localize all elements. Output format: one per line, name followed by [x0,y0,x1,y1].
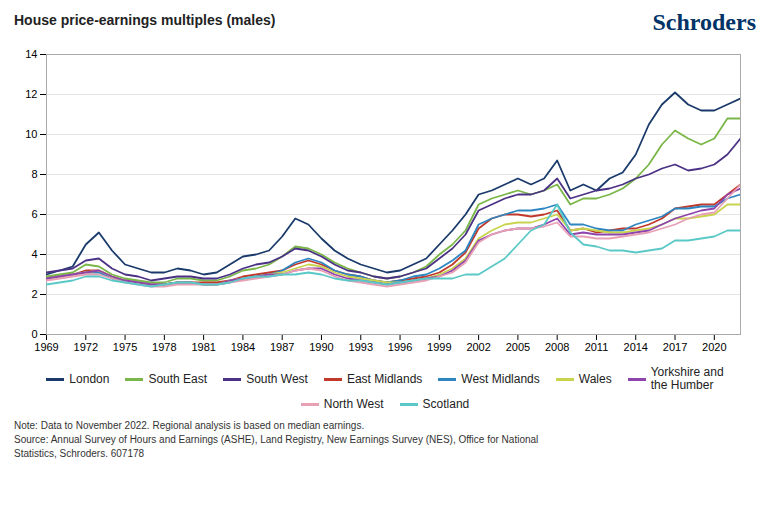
html-text:South West: South West [246,371,308,386]
svg-text:1972: 1972 [74,341,98,353]
svg-text:1996: 1996 [388,341,412,353]
svg-text:1969: 1969 [34,341,58,353]
svg-text:1990: 1990 [309,341,333,353]
html-text:West Midlands: West Midlands [461,371,540,386]
svg-text:14: 14 [25,48,37,60]
svg-text:1999: 1999 [427,341,451,353]
svg-text:1987: 1987 [270,341,294,353]
svg-text:1975: 1975 [113,341,137,353]
html-text:Yorkshire and the Humber: Yorkshire and the Humber [650,365,724,392]
svg-text:2011: 2011 [585,341,609,353]
svg-text:12: 12 [25,88,37,100]
svg-text:2014: 2014 [624,341,648,353]
svg-text:1993: 1993 [349,341,373,353]
svg-text:1981: 1981 [191,341,215,353]
html-text:Wales: Wales [578,371,612,386]
svg-text:4: 4 [31,248,37,260]
html-text:Schroders: Schroders [652,9,756,35]
html-text:London: London [69,371,110,386]
svg-text:8: 8 [31,168,37,180]
svg-text:6: 6 [31,208,37,220]
html-text:House price-earnings multiples: House price-earnings multiples (males) [14,12,276,28]
svg-text:2: 2 [31,288,37,300]
svg-text:1978: 1978 [152,341,176,353]
svg-text:2020: 2020 [702,341,726,353]
html-text:South East: South East [148,371,208,386]
svg-text:10: 10 [25,128,37,140]
svg-text:2008: 2008 [545,341,569,353]
svg-text:2005: 2005 [506,341,530,353]
svg-text:0: 0 [31,328,37,340]
html-text:Scotland: Scotland [422,397,470,411]
html-text:North West: North West [323,397,384,411]
svg-text:2017: 2017 [663,341,687,353]
html-text:East Midlands: East Midlands [346,371,423,386]
svg-text:1984: 1984 [231,341,255,353]
html-text:Note: Data to November 2022. R: Note: Data to November 2022. Regional an… [14,420,539,459]
svg-text:2002: 2002 [466,341,490,353]
